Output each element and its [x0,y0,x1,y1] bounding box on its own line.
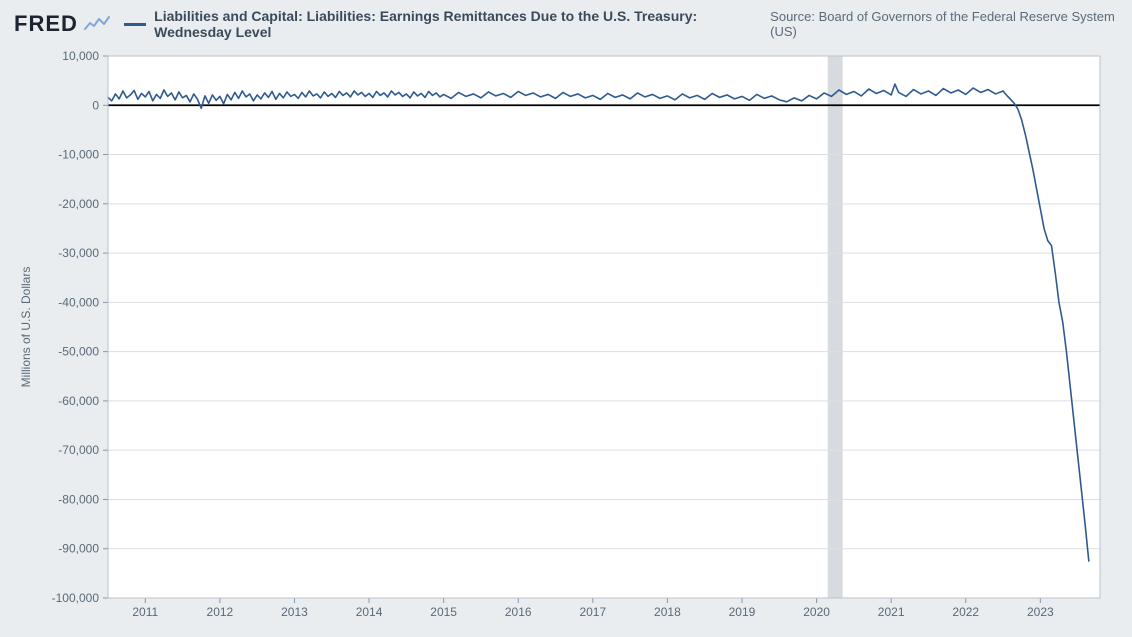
source-text: Source: Board of Governors of the Federa… [770,9,1118,39]
chart-frame: FRED Liabilities and Capital: Liabilitie… [0,0,1132,637]
ytick-label: -90,000 [58,542,99,556]
xtick-label: 2013 [281,605,308,619]
ytick-label: -80,000 [58,492,99,506]
ytick-label: 0 [92,98,99,112]
ytick-label: -20,000 [58,197,99,211]
plot-background [108,56,1100,598]
ytick-label: 10,000 [62,49,99,63]
ytick-label: -100,000 [52,591,100,605]
xtick-label: 2020 [803,605,830,619]
xtick-label: 2017 [579,605,606,619]
y-axis-title: Millions of U.S. Dollars [19,267,33,388]
xtick-label: 2015 [430,605,457,619]
ytick-label: -10,000 [58,148,99,162]
xtick-label: 2019 [729,605,756,619]
ytick-label: -40,000 [58,295,99,309]
plot-svg: 10,000 0 -10,000 -20,000 -30,000 -40,000 -50,0… [0,48,1132,637]
xtick-label: 2012 [207,605,234,619]
legend-label: Liabilities and Capital: Liabilities: Ea… [154,8,770,40]
fred-logo-text: FRED [14,11,78,37]
xtick-label: 2022 [952,605,979,619]
recession-band [828,56,843,598]
xtick-label: 2018 [654,605,681,619]
ytick-label: -30,000 [58,246,99,260]
ytick-label: -60,000 [58,394,99,408]
legend-swatch [124,23,146,26]
fred-logo: FRED [14,11,110,37]
plot-area: 10,000 0 -10,000 -20,000 -30,000 -40,000 -50,0… [0,48,1132,637]
chart-header: FRED Liabilities and Capital: Liabilitie… [0,0,1132,48]
ytick-label: -70,000 [58,443,99,457]
xtick-label: 2023 [1027,605,1054,619]
xtick-label: 2016 [505,605,532,619]
ytick-label: -50,000 [58,345,99,359]
xtick-label: 2021 [878,605,905,619]
fred-logo-icon [84,15,110,33]
xtick-label: 2011 [132,605,158,619]
xtick-label: 2014 [356,605,383,619]
